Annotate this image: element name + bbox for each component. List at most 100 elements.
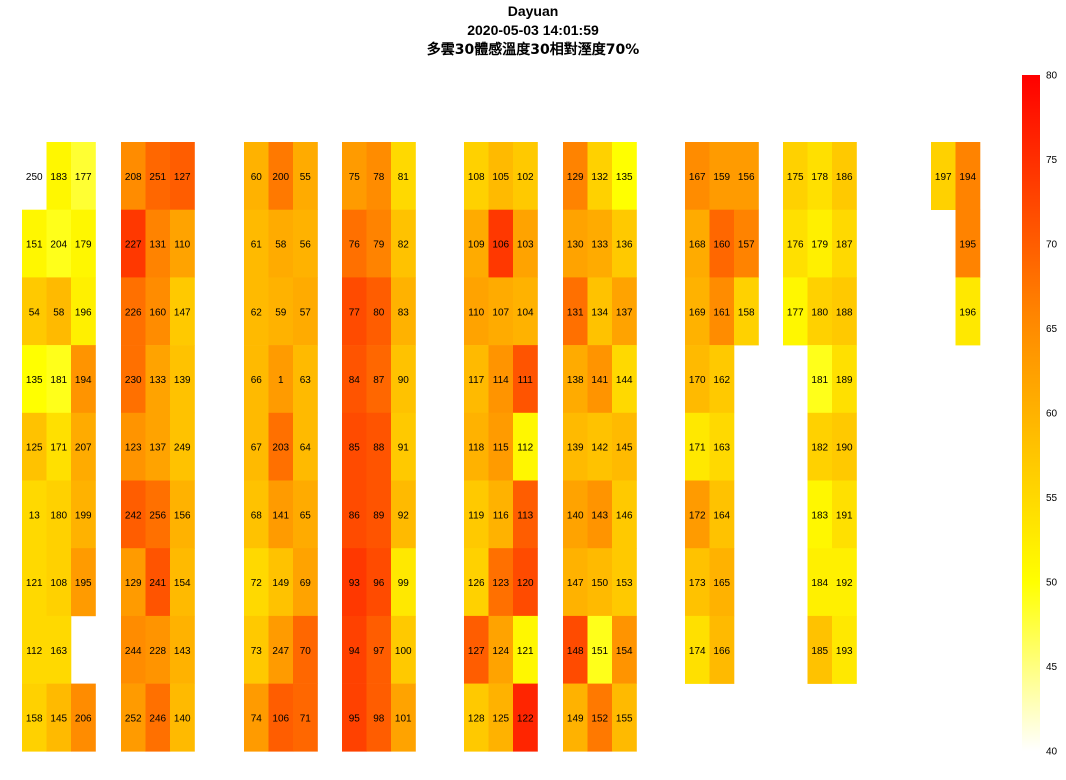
cell-label: 72 [251, 578, 263, 589]
heatmap-cell [268, 209, 294, 278]
heatmap-cell [488, 142, 514, 210]
cell-label: 160 [149, 307, 166, 318]
cell-label: 116 [493, 510, 509, 521]
heatmap-cell [488, 548, 514, 617]
heatmap-cell [734, 142, 759, 210]
heatmap-cell [832, 142, 857, 210]
heatmap-cell [464, 412, 489, 481]
cell-label: 136 [616, 240, 633, 251]
heatmap-cell [145, 142, 171, 210]
cell-label: 179 [75, 240, 92, 251]
cell-label: 104 [517, 307, 534, 318]
heatmap-cell [244, 412, 269, 481]
cell-label: 103 [517, 240, 534, 251]
cell-label: 228 [149, 646, 166, 657]
cell-label: 118 [468, 443, 484, 454]
cell-label: 83 [398, 307, 410, 318]
heatmap-cell [121, 615, 146, 684]
heatmap-cell [366, 548, 392, 617]
heatmap-cell [832, 480, 857, 549]
heatmap-cell [170, 480, 195, 549]
cell-label: 145 [616, 443, 633, 454]
cell-label: 58 [53, 307, 65, 318]
heatmap-cell [709, 412, 735, 481]
cell-label: 171 [689, 443, 706, 454]
cell-label: 108 [468, 172, 485, 183]
heatmap-cell [783, 142, 808, 210]
heatmap-cell [121, 412, 146, 481]
heatmap-cell [464, 480, 489, 549]
cell-label: 141 [272, 510, 289, 521]
cell-label: 251 [149, 172, 166, 183]
heatmap-cell [342, 480, 367, 549]
cell-label: 87 [373, 375, 385, 386]
cell-label: 179 [811, 240, 828, 251]
heatmap-cell [121, 209, 146, 278]
cell-label: 125 [26, 443, 43, 454]
heatmap-cell [145, 615, 171, 684]
cell-label: 133 [149, 375, 166, 386]
heatmap-cell [464, 345, 489, 414]
cell-label: 207 [75, 443, 92, 454]
heatmap-cell [513, 277, 538, 346]
heatmap-cell [464, 277, 489, 346]
heatmap-cell [685, 209, 710, 278]
cell-label: 96 [373, 578, 385, 589]
cell-label: 123 [492, 578, 509, 589]
cell-label: 127 [468, 646, 485, 657]
heatmap-cell [685, 345, 710, 414]
cell-label: 62 [251, 307, 263, 318]
colorbar-tick-label: 60 [1046, 409, 1058, 420]
cell-label: 168 [689, 240, 706, 251]
cell-label: 250 [26, 172, 43, 183]
cell-label: 172 [689, 510, 706, 521]
heatmap-cell [587, 615, 613, 684]
heatmap-cell [121, 142, 146, 210]
heatmap-cell [513, 412, 538, 481]
cell-label: 109 [468, 240, 485, 251]
heatmap-cell [293, 615, 318, 684]
cell-label: 120 [517, 578, 534, 589]
cell-label: 161 [713, 307, 730, 318]
cell-label: 140 [174, 713, 191, 724]
cell-label: 145 [50, 713, 67, 724]
cell-label: 126 [468, 578, 485, 589]
heatmap-cell [268, 345, 294, 414]
heatmap-cell [293, 209, 318, 278]
heatmap-cell [71, 412, 96, 481]
cell-label: 180 [811, 307, 828, 318]
heatmap-cell [391, 615, 416, 684]
cell-label: 186 [836, 172, 853, 183]
heatmap-cell [293, 277, 318, 346]
cell-label: 241 [149, 578, 166, 589]
cell-label: 183 [811, 510, 828, 521]
cell-label: 140 [567, 510, 584, 521]
cell-label: 66 [251, 375, 263, 386]
cell-label: 78 [373, 172, 385, 183]
cell-label: 91 [398, 443, 410, 454]
heatmap-cell [563, 142, 588, 210]
heatmap-cell [734, 277, 759, 346]
heatmap-cell [46, 412, 72, 481]
cell-label: 122 [517, 713, 534, 724]
cell-label: 197 [935, 172, 952, 183]
heatmap-cell [366, 142, 392, 210]
cell-label: 112 [26, 646, 42, 657]
heatmap-cell [46, 615, 72, 684]
cell-label: 151 [26, 240, 43, 251]
heatmap-cell [709, 615, 735, 684]
heatmap-cell [488, 615, 514, 684]
heatmap-cell [170, 683, 195, 752]
heatmap-cell [709, 548, 735, 617]
cell-label: 64 [300, 443, 312, 454]
heatmap-cell [342, 683, 367, 752]
cell-label: 55 [300, 172, 312, 183]
cell-label: 81 [398, 172, 410, 183]
cell-label: 129 [125, 578, 142, 589]
heatmap-cell [268, 277, 294, 346]
heatmap-cell [293, 683, 318, 752]
cell-label: 139 [567, 443, 584, 454]
heatmap-cell [488, 209, 514, 278]
cell-label: 149 [567, 713, 584, 724]
cell-label: 119 [468, 510, 484, 521]
